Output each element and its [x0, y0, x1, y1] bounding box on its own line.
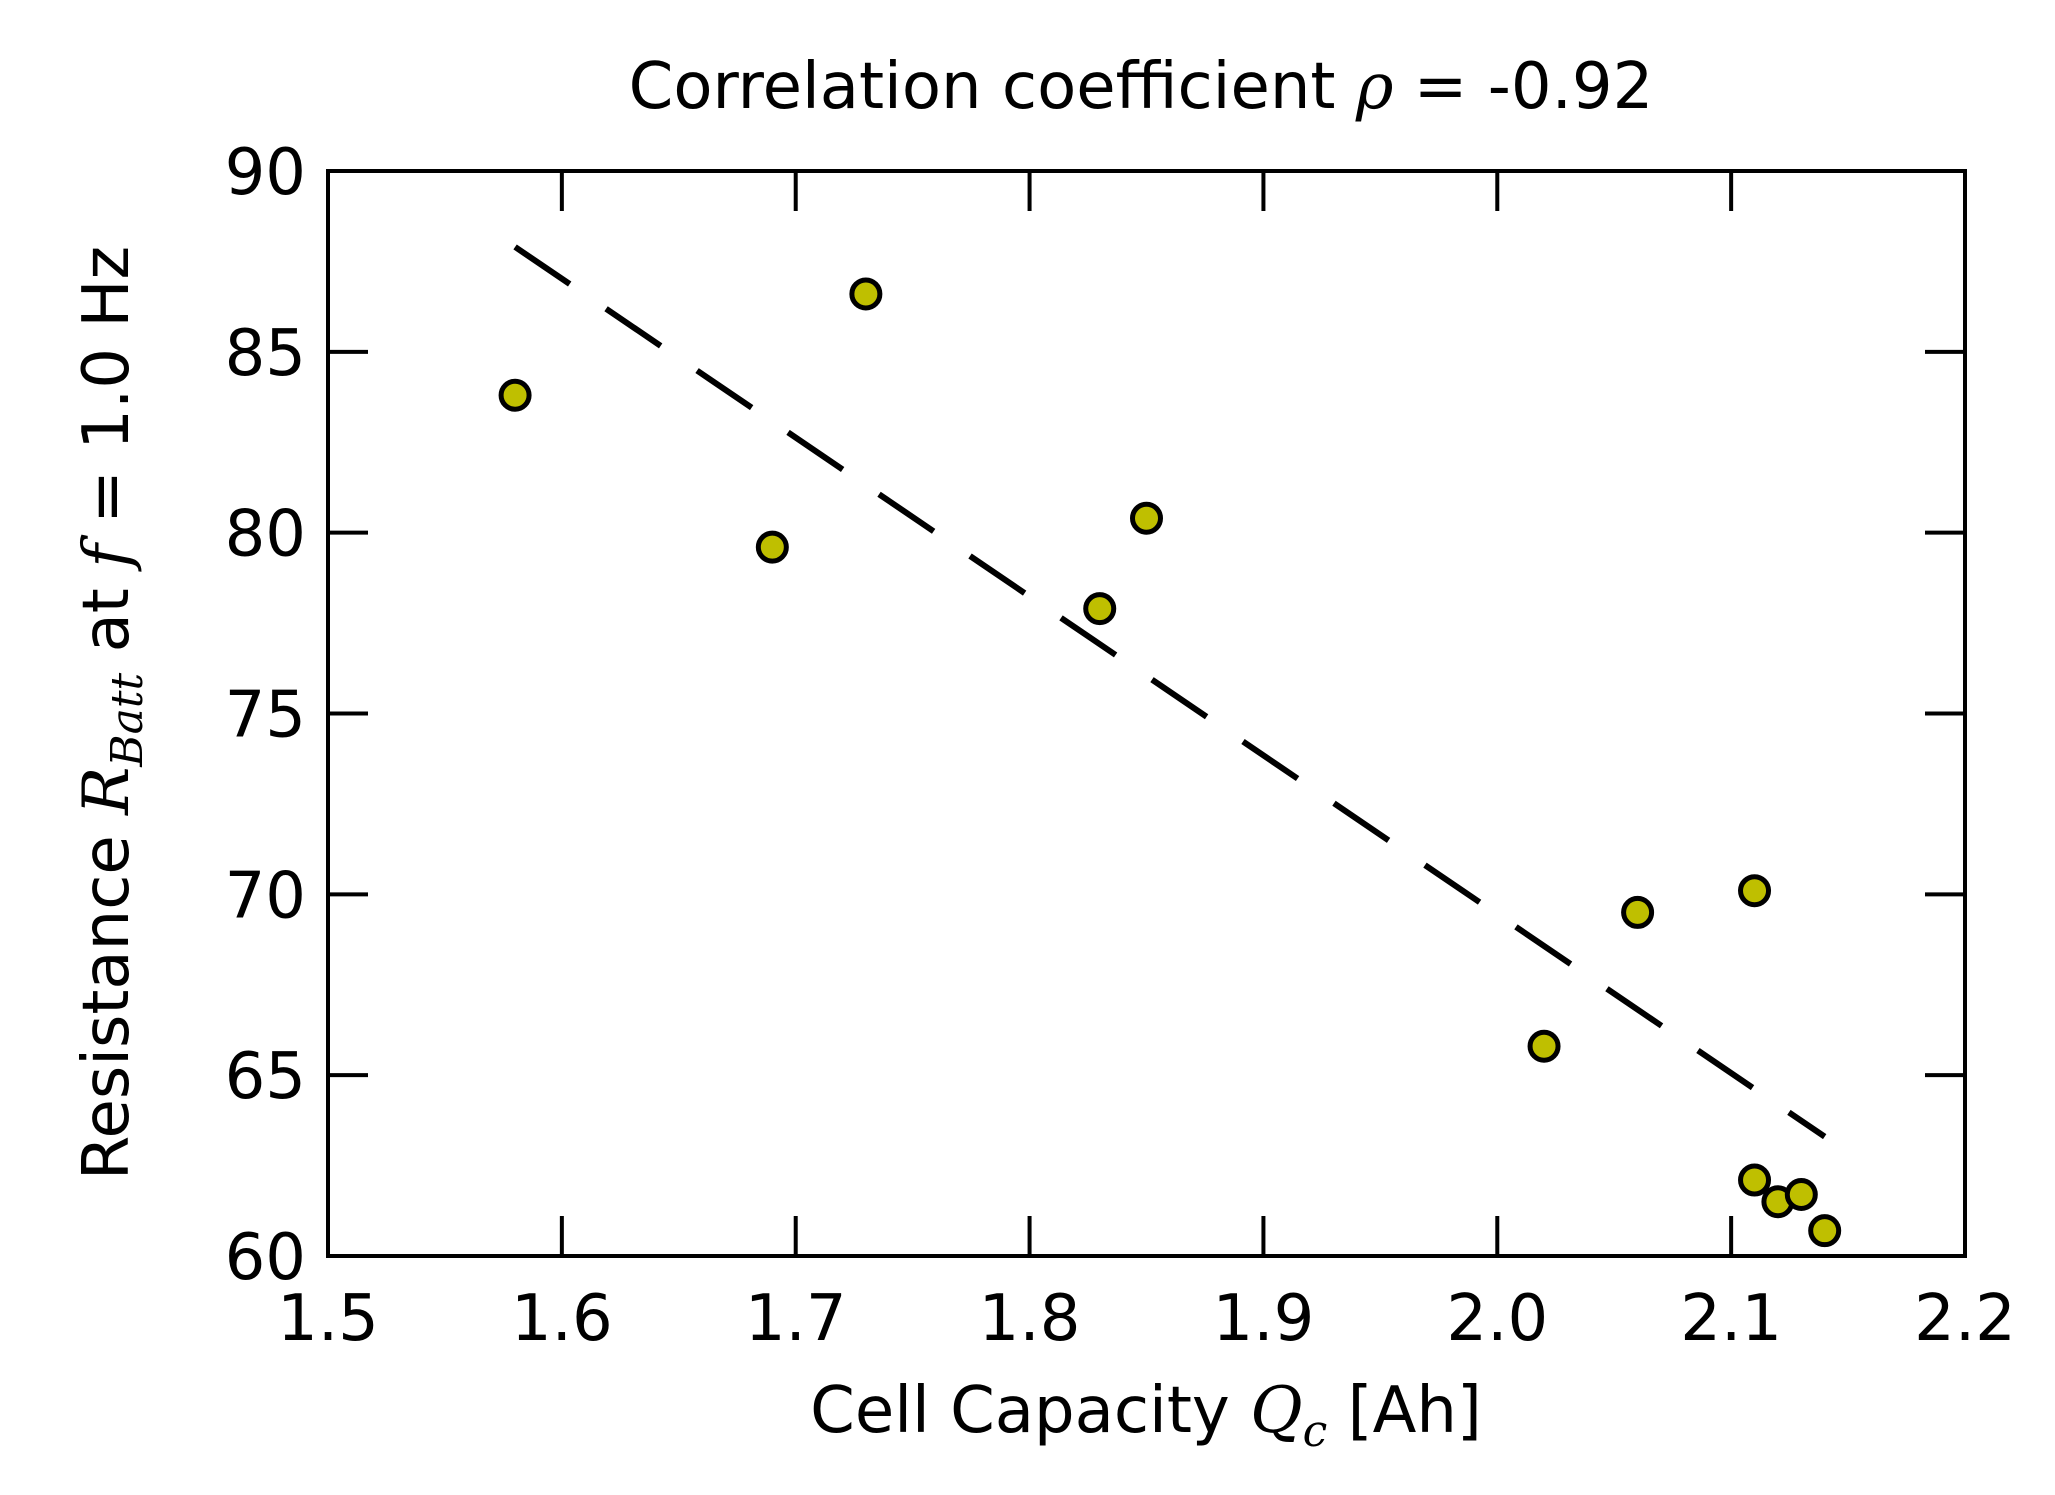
y-tick-label: 75: [225, 679, 306, 753]
scatter-point: [1738, 874, 1772, 908]
y-tick-label: 80: [225, 498, 306, 572]
y-tick-label: 90: [225, 136, 306, 210]
ylabel-prefix: Resistance: [70, 815, 144, 1180]
xlabel-subscript: c: [1303, 1406, 1328, 1457]
y-tick-label: 85: [225, 317, 306, 391]
scatter-point: [1527, 1029, 1561, 1063]
plot-frame: [326, 169, 1967, 1258]
ylabel-subscript: Batt: [102, 672, 153, 767]
scatter-point: [1784, 1178, 1818, 1212]
x-axis-label: Cell Capacity Qc [Ah]: [810, 1374, 1482, 1457]
title-prefix: Correlation coefficient: [629, 50, 1356, 124]
ylabel-r-symbol: R: [70, 767, 144, 816]
y-tick-label: 70: [225, 859, 306, 933]
x-tick-label: 1.6: [511, 1282, 613, 1356]
scatter-point: [1738, 1163, 1772, 1197]
y-axis-ticks: 60 65 70 75 80 85 90: [225, 136, 1965, 1295]
ylabel-suffix: = 1.0 Hz: [70, 246, 144, 544]
x-tick-label: 2.1: [1680, 1282, 1782, 1356]
x-tick-label: 2.0: [1446, 1282, 1548, 1356]
scatter-point: [755, 530, 789, 564]
chart-title: Correlation coefficient ρ = -0.92: [629, 50, 1654, 124]
data-points: [498, 277, 1842, 1248]
scatter-point: [1130, 501, 1163, 535]
title-rho-symbol: ρ: [1355, 50, 1394, 124]
scatter-point: [1083, 592, 1117, 626]
x-tick-label: 2.2: [1914, 1282, 2016, 1356]
xlabel-prefix: Cell Capacity: [810, 1374, 1250, 1448]
y-axis-label: Resistance RBatt at f = 1.0 Hz: [70, 246, 153, 1180]
x-tick-label: 1.7: [745, 1282, 847, 1356]
x-tick-label: 1.9: [1213, 1282, 1315, 1356]
scatter-point: [1621, 895, 1655, 929]
y-tick-label: 60: [225, 1221, 306, 1295]
scatter-point: [498, 378, 532, 412]
xlabel-suffix: [Ah]: [1327, 1374, 1482, 1448]
x-tick-label: 1.5: [277, 1282, 379, 1356]
x-tick-label: 1.8: [979, 1282, 1081, 1356]
xlabel-q-symbol: Q: [1250, 1374, 1302, 1448]
scatter-point: [849, 277, 883, 311]
scatter-point: [1808, 1214, 1842, 1248]
fit-line-group: [513, 244, 1827, 1140]
title-suffix: = -0.92: [1393, 50, 1653, 124]
ylabel-mid: at: [70, 568, 144, 673]
regression-fit-line: [513, 244, 1827, 1140]
x-axis-ticks: 1.5 1.6 1.7 1.8 1.9 2.0 2.1 2.2: [277, 171, 2016, 1356]
y-tick-label: 65: [225, 1040, 306, 1114]
